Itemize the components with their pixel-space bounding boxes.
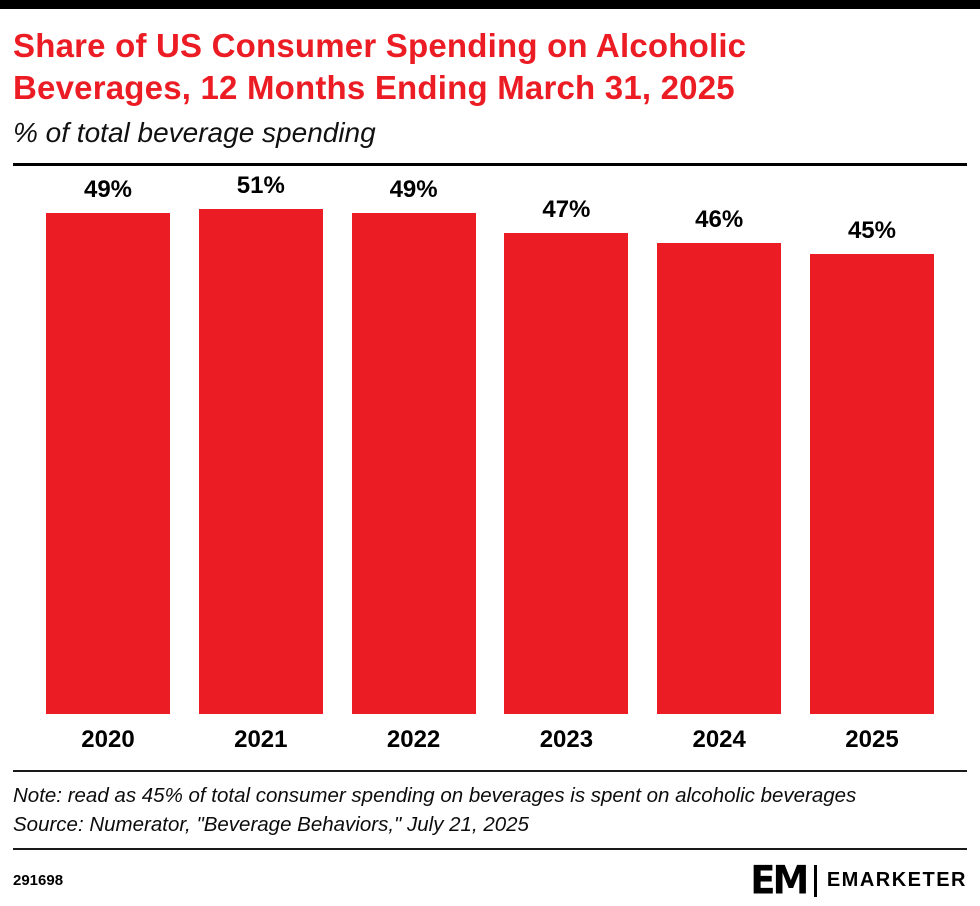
bar-value-label: 45% bbox=[847, 216, 896, 244]
bar-value-label: 49% bbox=[389, 175, 438, 203]
bar-group: 45% 2025 bbox=[809, 172, 934, 754]
chart-title: Share of US Consumer Spending on Alcohol… bbox=[13, 27, 747, 106]
bar-value-label: 49% bbox=[83, 175, 133, 203]
bar-stack: 49% bbox=[351, 172, 476, 714]
x-axis-label: 2021 bbox=[234, 725, 288, 753]
bar-group: 49% 2022 bbox=[351, 172, 476, 754]
x-axis-label: 2024 bbox=[692, 725, 746, 753]
bar bbox=[198, 208, 323, 714]
bar-value-label: 46% bbox=[695, 206, 744, 234]
title-divider bbox=[13, 162, 967, 166]
bar-value-label: 51% bbox=[236, 171, 285, 199]
bar bbox=[809, 253, 934, 714]
bar-group: 46% 2024 bbox=[657, 172, 782, 754]
footer-row: 291698 EM EMARKETER bbox=[13, 858, 967, 904]
bar-group: 49% 2020 bbox=[46, 172, 170, 754]
bar-stack: 51% bbox=[198, 171, 323, 714]
chart-id: 291698 bbox=[13, 872, 64, 890]
bar bbox=[504, 233, 629, 714]
logo-divider bbox=[814, 864, 817, 897]
footnote-block: Note: read as 45% of total consumer spen… bbox=[13, 781, 967, 839]
axis-divider bbox=[13, 769, 967, 772]
bar bbox=[351, 212, 476, 714]
brand-name: EMARKETER bbox=[826, 869, 967, 892]
emarketer-logo: EM EMARKETER bbox=[750, 857, 967, 904]
note-text: Note: read as 45% of total consumer spen… bbox=[13, 783, 857, 807]
source-text: Source: Numerator, "Beverage Behaviors,"… bbox=[13, 812, 529, 836]
footer-divider bbox=[13, 848, 967, 850]
chart-subtitle: % of total beverage spending bbox=[13, 116, 376, 148]
bar-chart: 49% 2020 51% 2021 49% 2022 47% 2023 46% 2024 45% 20… bbox=[13, 172, 967, 754]
bar-stack: 47% bbox=[504, 172, 629, 714]
bar bbox=[46, 212, 170, 714]
x-axis-label: 2022 bbox=[386, 725, 441, 753]
x-axis-label: 2025 bbox=[845, 725, 899, 753]
x-axis-label: 2020 bbox=[81, 725, 135, 753]
bar-stack: 49% bbox=[46, 172, 170, 714]
chart-page: Share of US Consumer Spending on Alcohol… bbox=[0, 25, 980, 904]
bar-stack: 45% bbox=[809, 172, 934, 714]
x-axis-label: 2023 bbox=[539, 725, 594, 753]
top-border-bar bbox=[0, 0, 980, 9]
bar-value-label: 47% bbox=[542, 196, 591, 224]
bar-group: 51% 2021 bbox=[198, 171, 323, 754]
bar-group: 47% 2023 bbox=[504, 172, 629, 754]
bar bbox=[657, 243, 782, 714]
em-logo-mark-icon: EM bbox=[750, 857, 809, 904]
bar-stack: 46% bbox=[657, 172, 782, 714]
